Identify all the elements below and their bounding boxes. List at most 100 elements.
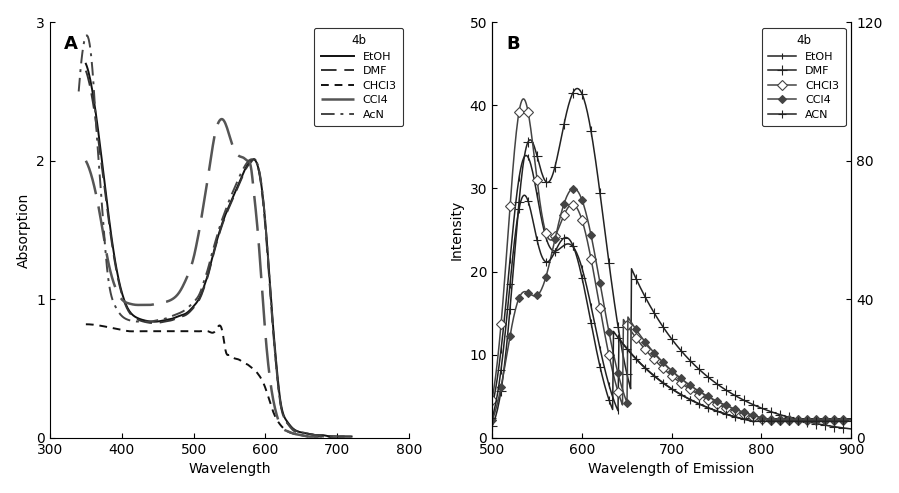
CHCl3 <box>747 414 758 420</box>
CHCl3 <box>530 170 541 176</box>
Line: ACN: ACN <box>488 191 855 425</box>
AcN <box>82 33 93 38</box>
Line: DMF: DMF <box>487 84 856 434</box>
EtOH <box>238 169 249 175</box>
CCl4 <box>306 434 316 440</box>
CHCl3 <box>229 355 240 361</box>
DMF <box>305 431 316 437</box>
CHCl3 <box>759 417 770 423</box>
CCl4 <box>230 149 241 155</box>
CHCl3 <box>332 433 343 439</box>
CCl4 <box>568 185 579 191</box>
ACN <box>846 419 857 424</box>
EtOH <box>346 433 357 439</box>
CCl4 <box>530 293 540 299</box>
EtOH <box>327 434 338 440</box>
DMF <box>530 146 540 152</box>
CCl4 <box>217 116 227 122</box>
ACN <box>604 399 615 405</box>
DMF <box>486 423 497 429</box>
Y-axis label: Intensity: Intensity <box>450 200 464 260</box>
CCl4 <box>81 159 92 165</box>
CHCl3 <box>230 356 241 362</box>
CCl4 <box>332 433 343 439</box>
ACN <box>519 192 530 198</box>
EtOH <box>530 187 541 193</box>
AcN <box>75 77 85 83</box>
EtOH <box>750 416 761 422</box>
Text: A: A <box>65 35 78 53</box>
DMF <box>237 172 248 178</box>
DMF <box>572 86 583 92</box>
CHCl3 <box>846 417 857 423</box>
EtOH <box>521 152 531 158</box>
DMF <box>714 382 725 388</box>
CHCl3 <box>292 431 303 437</box>
Text: B: B <box>506 35 520 53</box>
EtOH <box>714 409 725 415</box>
Y-axis label: Absorption: Absorption <box>17 192 31 268</box>
CCl4 <box>231 150 242 156</box>
CHCl3 <box>81 321 92 327</box>
CCl4 <box>747 412 758 418</box>
DMF <box>604 267 615 273</box>
EtOH <box>82 63 93 69</box>
EtOH <box>81 61 92 67</box>
ACN <box>748 419 759 424</box>
EtOH <box>604 385 615 391</box>
AcN <box>241 160 252 166</box>
ACN <box>530 233 541 239</box>
CHCl3 <box>629 334 640 340</box>
CHCl3 <box>604 356 615 362</box>
DMF <box>81 68 92 73</box>
Line: AcN: AcN <box>79 35 352 437</box>
ACN <box>750 419 761 424</box>
X-axis label: Wavelength of Emission: Wavelength of Emission <box>589 462 754 476</box>
EtOH <box>846 416 857 422</box>
DMF <box>346 433 357 439</box>
Line: CHCl3: CHCl3 <box>86 324 337 437</box>
EtOH <box>486 404 497 410</box>
CHCl3 <box>81 321 92 327</box>
Legend: EtOH, DMF, CHCl3, CCl4, ACN: EtOH, DMF, CHCl3, CCl4, ACN <box>761 28 846 126</box>
ACN <box>747 418 758 424</box>
AcN <box>323 434 334 440</box>
DMF <box>749 402 760 408</box>
CCl4 <box>629 325 640 331</box>
EtOH <box>305 431 316 437</box>
EtOH <box>321 433 332 439</box>
CCl4 <box>714 399 725 405</box>
CHCl3 <box>518 96 529 102</box>
EtOH <box>748 416 759 422</box>
Legend: EtOH, DMF, CHCl3, CCl4, AcN: EtOH, DMF, CHCl3, CCl4, AcN <box>314 28 404 126</box>
CCl4 <box>236 154 246 160</box>
CCl4 <box>293 432 304 438</box>
AcN <box>346 433 357 439</box>
EtOH <box>629 355 640 361</box>
CHCl3 <box>306 434 316 440</box>
DMF <box>320 434 331 440</box>
Line: CHCl3: CHCl3 <box>488 95 855 423</box>
EtOH <box>237 171 248 176</box>
DMF <box>82 70 93 76</box>
DMF <box>243 162 254 168</box>
ACN <box>629 355 640 361</box>
CHCl3 <box>714 402 725 408</box>
AcN <box>236 168 247 174</box>
CCl4 <box>846 417 857 423</box>
DMF <box>238 170 249 176</box>
EtOH <box>738 416 749 422</box>
CHCl3 <box>235 357 245 363</box>
CHCl3 <box>309 434 320 440</box>
CCl4 <box>486 417 497 423</box>
EtOH <box>243 161 254 167</box>
AcN <box>74 89 85 95</box>
CCl4 <box>604 334 615 340</box>
Line: CCl4: CCl4 <box>86 119 337 437</box>
X-axis label: Wavelength: Wavelength <box>188 462 271 476</box>
Line: DMF: DMF <box>86 70 352 437</box>
Line: CCl4: CCl4 <box>489 186 854 423</box>
CHCl3 <box>486 397 497 403</box>
CCl4 <box>81 158 92 164</box>
ACN <box>714 409 725 415</box>
